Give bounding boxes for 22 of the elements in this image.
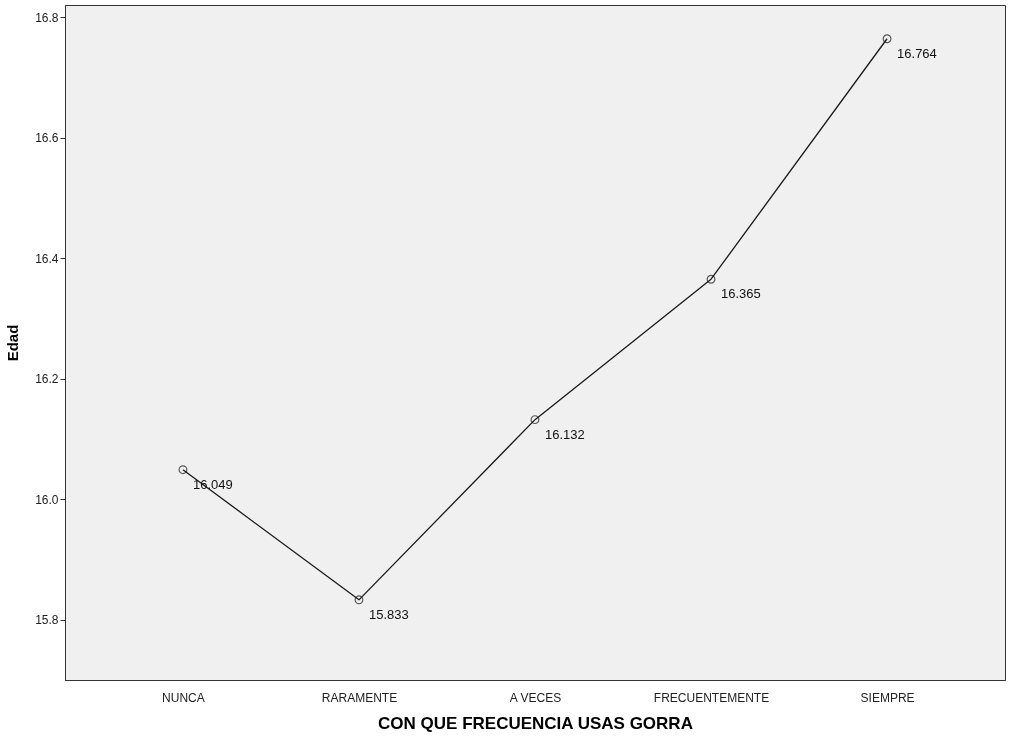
point	[178, 465, 188, 475]
data-label: 16.132	[545, 426, 585, 442]
y-axis-title: Edad	[4, 324, 22, 362]
x-tick-label: FRECUENTEMENTE	[653, 690, 770, 705]
y-tick-label: 15.8	[35, 613, 59, 628]
data-label: 16.764	[897, 45, 937, 61]
x-tick-label: RARAMENTE	[321, 690, 398, 705]
data-label: 16.365	[721, 286, 761, 302]
y-tick-label: 16.6	[35, 131, 59, 146]
y-tick-label: 16.2	[35, 372, 59, 387]
x-tick-label: NUNCA	[162, 690, 205, 705]
point	[530, 415, 540, 425]
y-tick-label: 16.4	[35, 251, 59, 266]
y-tick-label: 16.8	[35, 10, 59, 25]
x-tick-label: SIEMPRE	[860, 690, 915, 705]
point	[882, 34, 892, 44]
y-tick-label: 16.0	[35, 492, 59, 507]
data-label: 15.833	[368, 606, 409, 622]
x-tick-label: A VECES	[509, 690, 562, 705]
x-axis-title: CON QUE FRECUENCIA USAS GORRA	[378, 713, 693, 733]
point	[706, 274, 716, 284]
point	[354, 595, 364, 605]
